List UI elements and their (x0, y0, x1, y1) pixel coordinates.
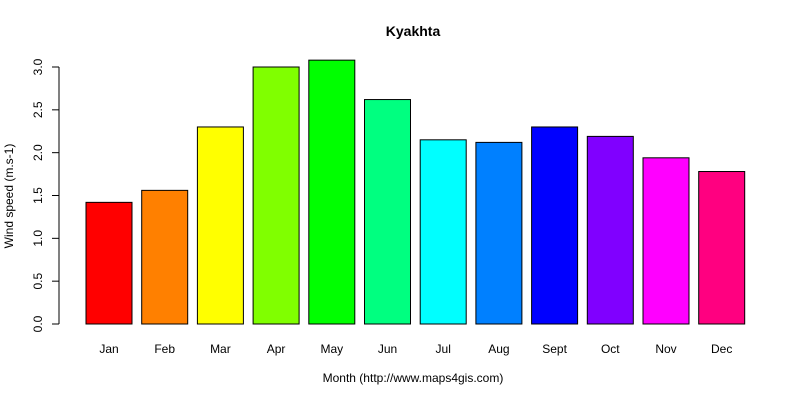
x-tick-label: May (320, 342, 343, 356)
bar-oct (586, 135, 634, 325)
bar-mar (196, 126, 244, 325)
x-tick-label: Aug (488, 342, 509, 356)
y-tick-label: 1.0 (31, 230, 45, 247)
x-tick-label: Mar (210, 342, 231, 356)
x-tick-label: Dec (711, 342, 732, 356)
bar-jan (85, 201, 133, 325)
x-tick-label: Sept (542, 342, 567, 356)
bars-group (85, 59, 746, 325)
bar-sept (531, 126, 579, 325)
y-tick-label: 0.0 (31, 315, 45, 332)
bar-nov (642, 157, 690, 325)
chart-title: Kyakhta (386, 23, 441, 39)
x-tick-label: Feb (154, 342, 175, 356)
x-tick-label: Jul (436, 342, 451, 356)
bar-apr (252, 66, 300, 325)
y-tick-label: 1.5 (31, 187, 45, 204)
y-tick-label: 2.5 (31, 101, 45, 118)
bar-may (308, 59, 356, 325)
bar-dec (698, 171, 746, 325)
bar-jul (419, 139, 467, 325)
x-tick-label: Jan (99, 342, 118, 356)
x-axis-label: Month (http://www.maps4gis.com) (323, 371, 504, 385)
x-tick-label: Oct (601, 342, 620, 356)
y-tick-label: 3.0 (31, 58, 45, 75)
x-tick-label: Jun (378, 342, 397, 356)
y-axis-label: Wind speed (m.s-1) (2, 144, 16, 249)
y-axis-ticks: 0.0 0.5 1.0 1.5 2.0 2.5 3.0 (31, 58, 59, 332)
bar-aug (475, 141, 523, 325)
bar-feb (141, 189, 189, 325)
x-tick-label: Nov (655, 342, 676, 356)
y-tick-label: 2.0 (31, 144, 45, 161)
x-tick-label: Apr (267, 342, 286, 356)
bar-jun (364, 99, 411, 325)
y-tick-label: 0.5 (31, 273, 45, 290)
x-axis-tick-labels: Jan Feb Mar Apr May Jun Jul Aug Sept Oct Nov Dec (99, 342, 732, 356)
